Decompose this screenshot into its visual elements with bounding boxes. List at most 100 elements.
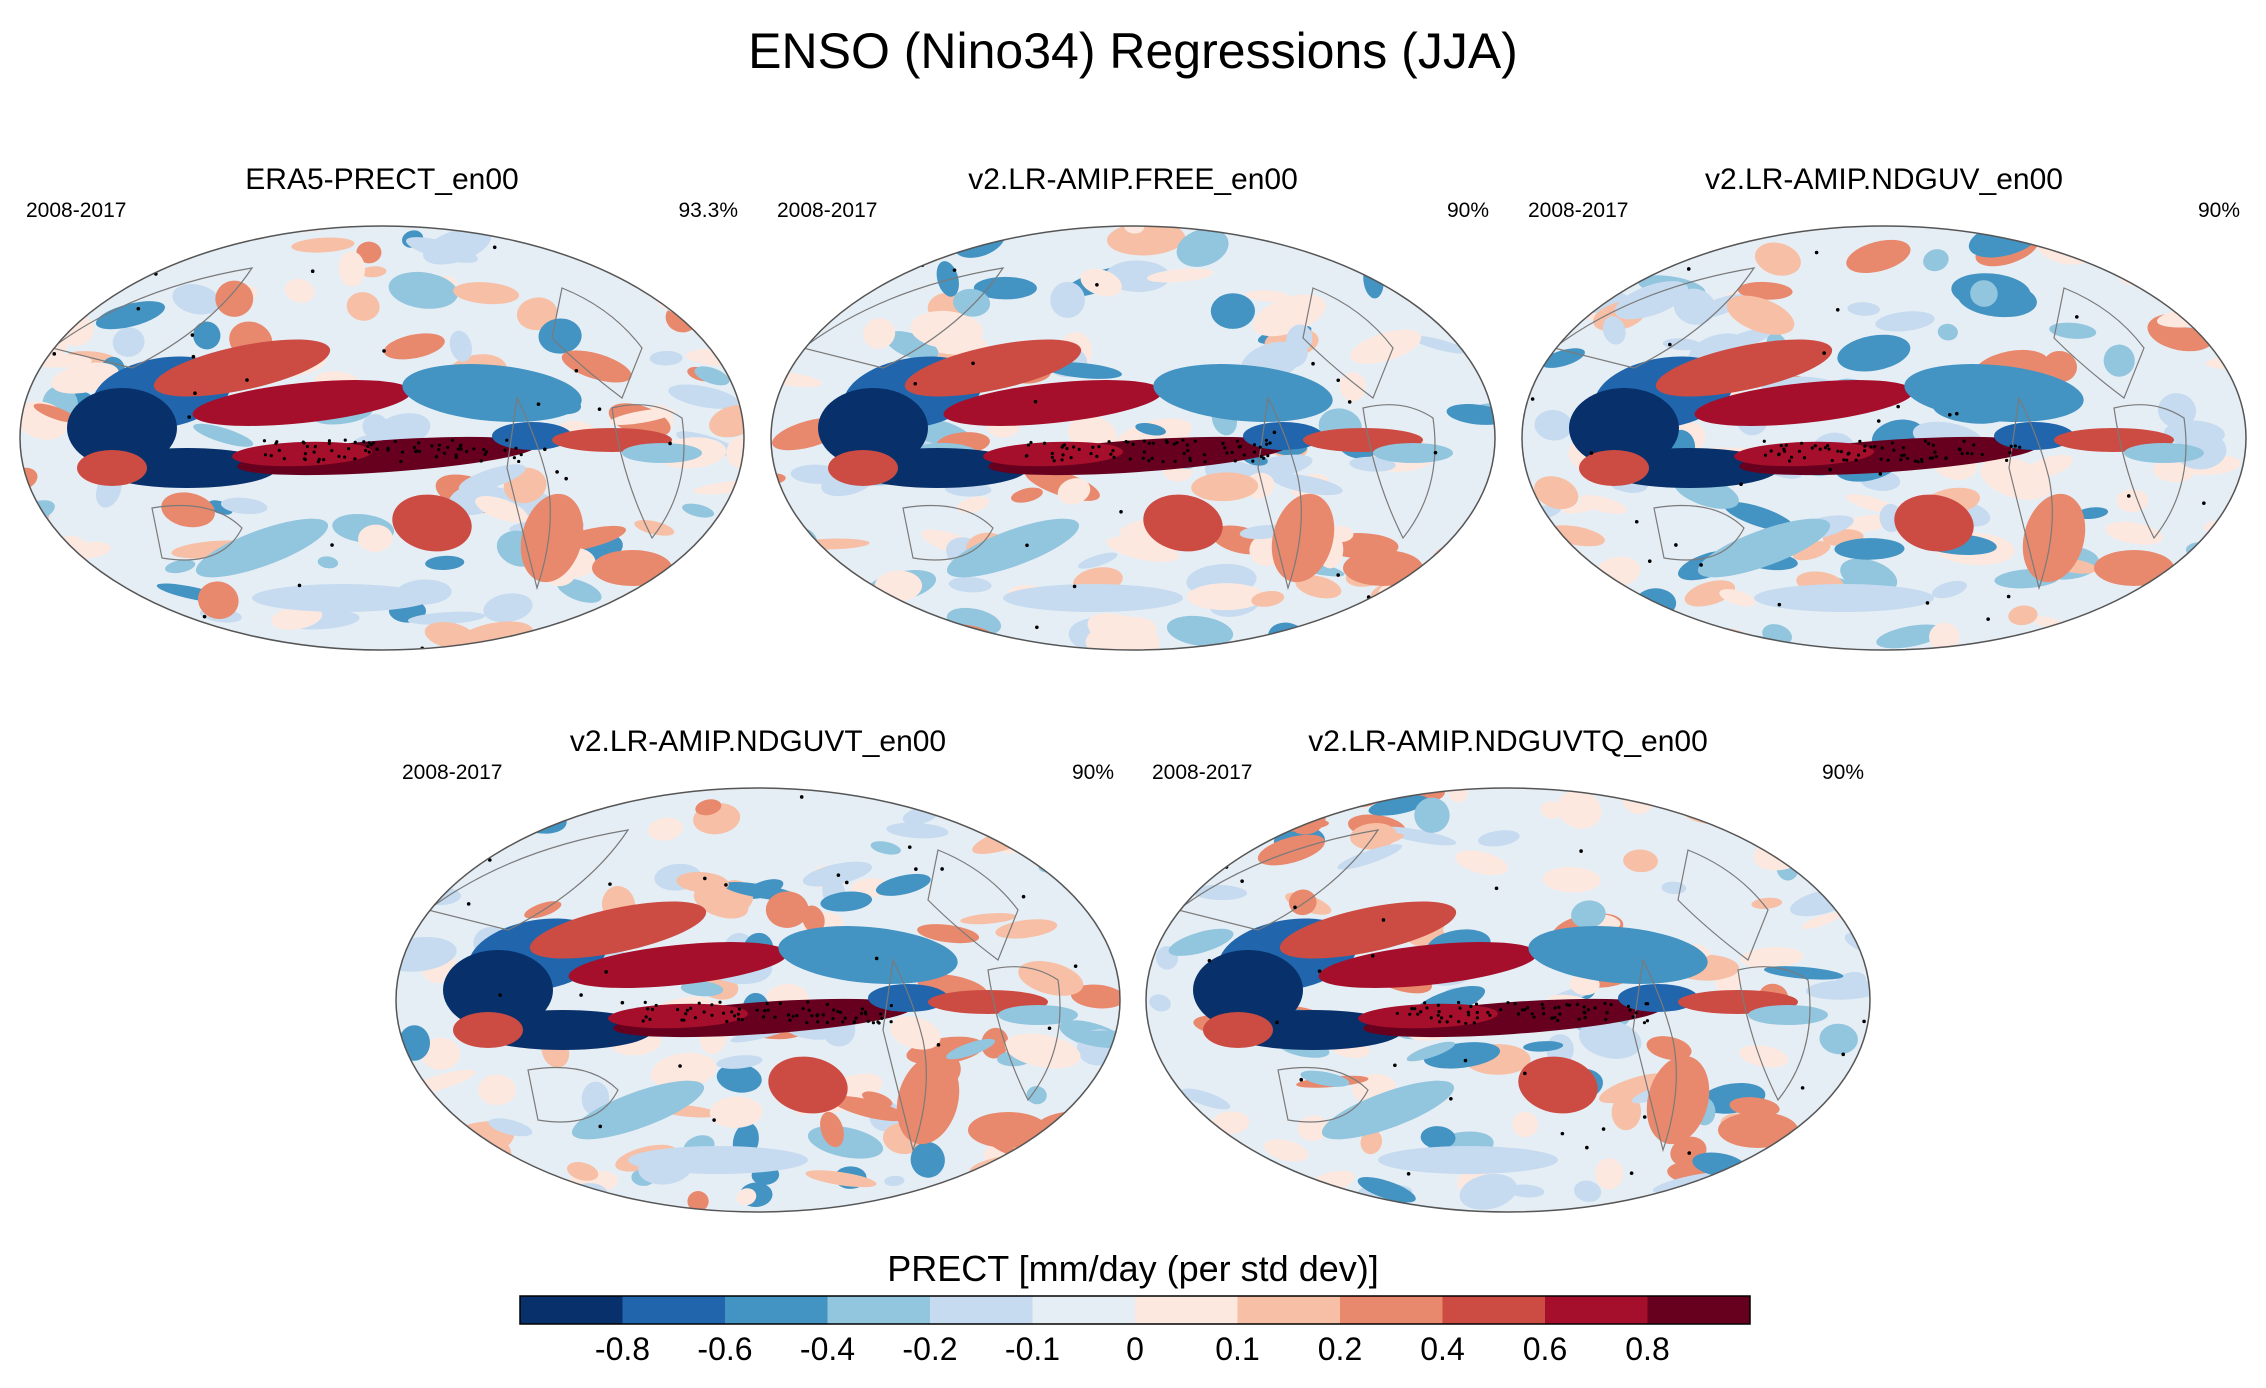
significance-dot bbox=[263, 453, 268, 457]
significance-dot bbox=[1856, 453, 1861, 457]
significance-dot bbox=[799, 795, 804, 799]
significance-dot bbox=[1438, 1020, 1442, 1024]
significance-dot bbox=[678, 1064, 682, 1068]
significance-dot bbox=[703, 876, 707, 881]
significance-dot bbox=[1142, 439, 1146, 443]
significance-dot bbox=[1188, 456, 1192, 460]
anomaly-patch bbox=[39, 609, 99, 631]
significance-dot bbox=[1181, 438, 1185, 442]
coastline bbox=[1362, 404, 1436, 540]
significance-dot bbox=[1944, 456, 1948, 460]
panel-percent: 93.3% bbox=[678, 199, 738, 222]
colorbar-swatch bbox=[1135, 1296, 1238, 1324]
anomaly-patch bbox=[943, 380, 1163, 426]
panel-title: ERA5-PRECT_en00 bbox=[245, 163, 519, 196]
anomaly-patch bbox=[2024, 454, 2074, 479]
anomaly-patch bbox=[220, 497, 268, 515]
anomaly-patch bbox=[1459, 1173, 1517, 1210]
significance-dot bbox=[1674, 543, 1678, 547]
anomaly-patch bbox=[105, 602, 136, 639]
significance-dot bbox=[1644, 1002, 1648, 1006]
significance-dot bbox=[1585, 1145, 1589, 1150]
panel-title: v2.LR-AMIP.NDGUV_en00 bbox=[1705, 163, 2063, 196]
anomaly-patch bbox=[1192, 884, 1248, 901]
anomaly-patch bbox=[2202, 571, 2246, 603]
anomaly-patch bbox=[1105, 260, 1171, 293]
anomaly-patch bbox=[516, 297, 558, 331]
significance-dot bbox=[1025, 543, 1029, 548]
significance-dot bbox=[644, 1015, 648, 1019]
significance-dot bbox=[371, 441, 376, 445]
significance-dot bbox=[1632, 608, 1637, 613]
significance-dot bbox=[536, 402, 541, 407]
significance-dot bbox=[1789, 455, 1794, 459]
anomaly-patch bbox=[1373, 443, 1453, 463]
coastline bbox=[1277, 1067, 1369, 1123]
anomaly-patch bbox=[65, 268, 100, 286]
anomaly-patch bbox=[1876, 624, 1945, 649]
significance-dot bbox=[1439, 1016, 1444, 1020]
anomaly-patch bbox=[1512, 1111, 1539, 1138]
significance-dot bbox=[1797, 449, 1802, 453]
significance-dot bbox=[1251, 459, 1255, 463]
significance-dot bbox=[1784, 443, 1788, 447]
anomaly-patch bbox=[1697, 518, 1831, 578]
anomaly-patch bbox=[884, 243, 927, 262]
anomaly-patch bbox=[680, 981, 724, 997]
significance-dot bbox=[417, 449, 422, 454]
anomaly-patch bbox=[1448, 788, 1469, 803]
significance-dot bbox=[1060, 458, 1064, 462]
significance-dot bbox=[1147, 459, 1151, 463]
colorbar-frame bbox=[519, 1295, 1751, 1325]
coastline bbox=[151, 504, 243, 561]
anomaly-patch bbox=[1518, 1056, 1598, 1114]
anomaly-patch bbox=[968, 1112, 1048, 1148]
anomaly-patch bbox=[1755, 242, 1801, 276]
significance-dot bbox=[936, 1043, 941, 1047]
anomaly-patch bbox=[1106, 536, 1179, 562]
significance-dot bbox=[1931, 443, 1936, 447]
significance-dot bbox=[1375, 639, 1380, 644]
anomaly-patch bbox=[1146, 835, 1181, 873]
colorbar-tick-label: -0.6 bbox=[697, 1331, 752, 1367]
anomaly-patch bbox=[2148, 582, 2226, 599]
anomaly-patch bbox=[687, 1191, 709, 1212]
anomaly-patch bbox=[1168, 928, 1234, 956]
significance-dot bbox=[866, 1019, 870, 1023]
anomaly-patch bbox=[904, 339, 1082, 397]
significance-dot bbox=[1634, 1011, 1638, 1015]
anomaly-patch bbox=[2192, 255, 2226, 283]
significance-dot bbox=[1920, 459, 1924, 464]
coastline bbox=[506, 396, 551, 591]
significance-dot bbox=[1311, 361, 1315, 366]
significance-dot bbox=[1242, 453, 1246, 457]
significance-dot bbox=[1182, 451, 1186, 456]
significance-dot bbox=[773, 1015, 777, 1019]
map-border bbox=[1145, 787, 1871, 1213]
anomaly-patch bbox=[862, 1091, 893, 1107]
significance-dot bbox=[1047, 1026, 1052, 1031]
anomaly-patch bbox=[449, 330, 472, 362]
significance-dot bbox=[650, 1007, 655, 1012]
significance-dot bbox=[1429, 1016, 1433, 1020]
coastline bbox=[2053, 287, 2145, 399]
anomaly-patch bbox=[655, 250, 731, 291]
anomaly-patch bbox=[192, 380, 412, 426]
significance-dot bbox=[2231, 639, 2235, 644]
significance-dot bbox=[2013, 444, 2017, 448]
anomaly-patch bbox=[1778, 1159, 1832, 1193]
anomaly-patch bbox=[1457, 273, 1495, 306]
anomaly-patch bbox=[805, 1170, 877, 1188]
anomaly-patch bbox=[1534, 409, 1573, 441]
anomaly-patch bbox=[488, 1118, 533, 1137]
significance-dot bbox=[1965, 451, 1970, 455]
anomaly-patch bbox=[458, 464, 526, 492]
significance-dot bbox=[598, 1124, 603, 1129]
significance-dot bbox=[479, 459, 483, 463]
anomaly-patch bbox=[1360, 833, 1404, 848]
anomaly-patch bbox=[613, 609, 639, 633]
significance-dot bbox=[825, 1020, 829, 1025]
coastline bbox=[1302, 287, 1394, 399]
anomaly-patch bbox=[1152, 820, 1232, 842]
significance-dot bbox=[382, 349, 386, 353]
